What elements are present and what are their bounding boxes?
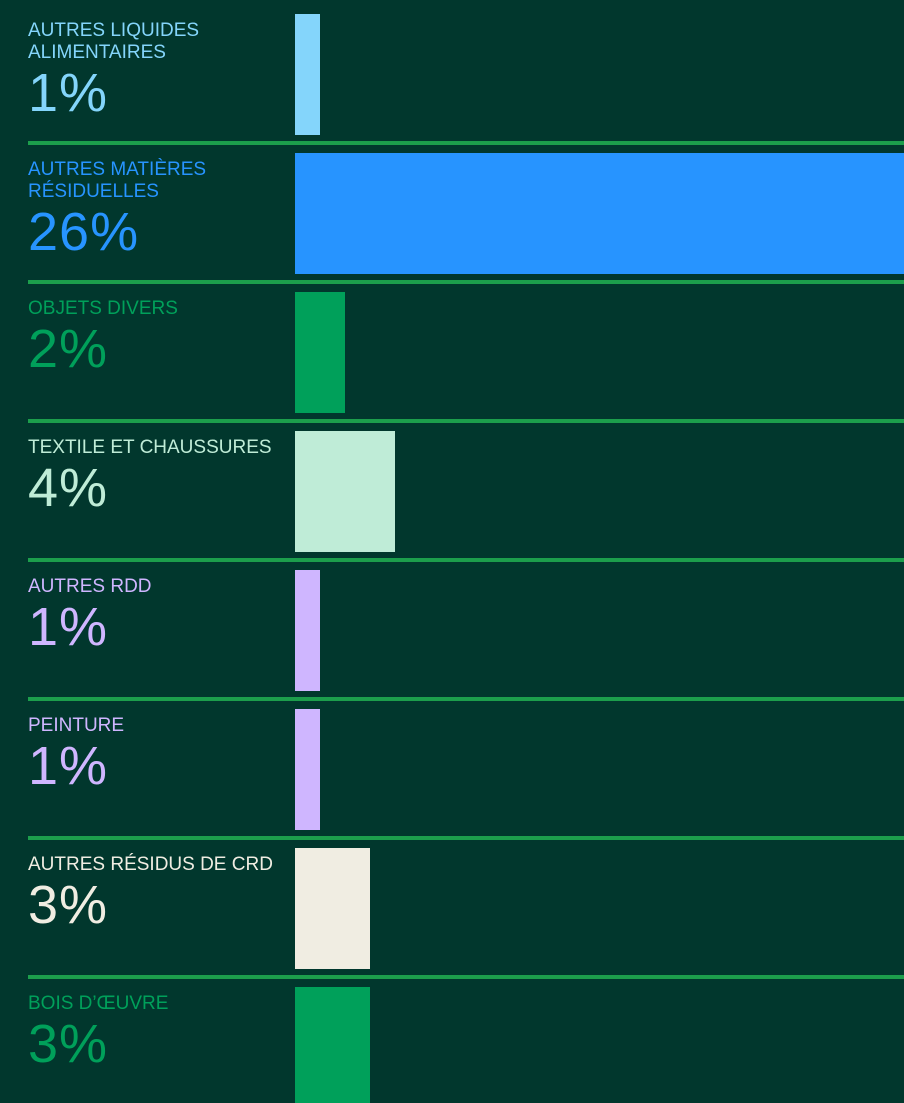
separator: [28, 419, 904, 423]
bar-row: AUTRES LIQUIDES ALIMENTAIRES 1%: [0, 14, 904, 153]
bar-row: AUTRES RÉSIDUS DE CRD 3%: [0, 848, 904, 987]
separator: [28, 280, 904, 284]
category-label: OBJETS DIVERS: [28, 298, 178, 319]
bar: [295, 431, 395, 552]
bar: [295, 987, 370, 1103]
bar-row: AUTRES RDD 1%: [0, 570, 904, 709]
value-label: 3%: [28, 1014, 109, 1074]
category-label: AUTRES LIQUIDES ALIMENTAIRES: [28, 20, 200, 63]
bar-label: AUTRES MATIÈRES RÉSIDUELLES 26%: [28, 159, 293, 261]
bar: [295, 153, 904, 274]
bar-row: BOIS D’ŒUVRE 3%: [0, 987, 904, 1103]
value-label: 26%: [28, 202, 140, 262]
separator: [28, 836, 904, 840]
category-label: PEINTURE: [28, 715, 125, 736]
bar-label: BOIS D’ŒUVRE 3%: [28, 993, 293, 1073]
separator: [28, 975, 904, 979]
value-label: 1%: [28, 736, 109, 796]
value-label: 3%: [28, 875, 109, 935]
value-label: 2%: [28, 319, 109, 379]
bar-label: OBJETS DIVERS 2%: [28, 298, 293, 378]
bar-row: AUTRES MATIÈRES RÉSIDUELLES 26%: [0, 153, 904, 292]
category-label: BOIS D’ŒUVRE: [28, 993, 169, 1014]
category-label: AUTRES RDD: [28, 576, 152, 597]
category-label: TEXTILE ET CHAUSSURES: [28, 437, 272, 458]
category-label: AUTRES RÉSIDUS DE CRD: [28, 854, 273, 875]
bar-label: TEXTILE ET CHAUSSURES 4%: [28, 437, 293, 517]
bar: [295, 292, 345, 413]
separator: [28, 697, 904, 701]
bar-row: PEINTURE 1%: [0, 709, 904, 848]
separator: [28, 558, 904, 562]
value-label: 4%: [28, 458, 109, 518]
bar: [295, 709, 320, 830]
bar-label: AUTRES RDD 1%: [28, 576, 293, 656]
bar-row: OBJETS DIVERS 2%: [0, 292, 904, 431]
value-label: 1%: [28, 63, 109, 123]
value-label: 1%: [28, 597, 109, 657]
bar-label: AUTRES RÉSIDUS DE CRD 3%: [28, 854, 293, 934]
bar-row: TEXTILE ET CHAUSSURES 4%: [0, 431, 904, 570]
separator: [28, 141, 904, 145]
bar-label: PEINTURE 1%: [28, 715, 293, 795]
bar: [295, 848, 370, 969]
bar: [295, 570, 320, 691]
category-label: AUTRES MATIÈRES RÉSIDUELLES: [28, 159, 207, 202]
bar-label: AUTRES LIQUIDES ALIMENTAIRES 1%: [28, 20, 293, 122]
bar: [295, 14, 320, 135]
